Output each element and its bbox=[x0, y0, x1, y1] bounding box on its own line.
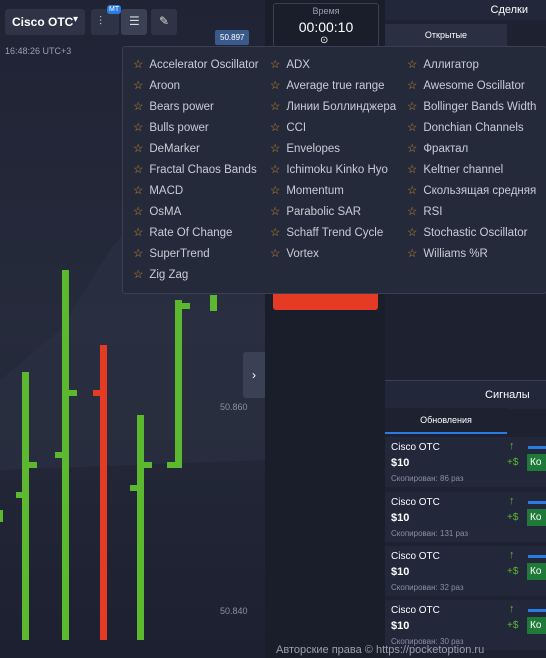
signal-asset: Cisco OTC bbox=[391, 551, 440, 562]
indicator-item[interactable]: Ichimoku Kinko Hyo bbox=[270, 160, 396, 181]
copy-btn[interactable]: Ко bbox=[527, 509, 546, 526]
indicator-item[interactable]: CCI bbox=[270, 118, 396, 139]
trades-header: Сделки bbox=[385, 0, 546, 20]
settings-btn[interactable]: ☰ bbox=[121, 9, 147, 35]
indicator-menu: Accelerator OscillatorAroonBears powerBu… bbox=[122, 46, 546, 294]
indicator-item[interactable]: SuperTrend bbox=[133, 244, 259, 265]
arrow-up: ↑ bbox=[509, 603, 515, 615]
indicator-item[interactable]: Bollinger Bands Width bbox=[407, 97, 536, 118]
signal-amount: $10 bbox=[391, 566, 410, 578]
signal-card: Cisco OTC $10 Скопирован: 30 раз ↑ +$ Ко bbox=[385, 600, 546, 650]
trades-title: Сделки bbox=[490, 4, 529, 16]
signal-card: Cisco OTC $10 Скопирован: 131 раз ↑ +$ Ко bbox=[385, 492, 546, 542]
indicator-item[interactable]: Accelerator Oscillator bbox=[133, 55, 258, 76]
clock-icon: ⊙ bbox=[320, 35, 329, 46]
indicator-item[interactable]: MACD bbox=[133, 181, 259, 202]
signals-header: Сигналы bbox=[385, 380, 546, 409]
indicator-column: Accelerator OscillatorAroonBears powerBu… bbox=[133, 55, 259, 286]
copy-btn[interactable]: Ко bbox=[527, 454, 546, 471]
server-time: 16:48:26 UTC+3 bbox=[5, 46, 72, 56]
signal-card: Cisco OTC $10 Скопирован: 32 раз ↑ +$ Ко bbox=[385, 546, 546, 596]
indicator-column: ADXAverage true rangeЛинии БоллинджераCC… bbox=[270, 55, 396, 265]
indicator-item[interactable]: Vortex bbox=[270, 244, 396, 265]
current-price: 50.897 bbox=[215, 30, 250, 45]
indicator-item[interactable]: Awesome Oscillator bbox=[407, 76, 536, 97]
indicator-btn[interactable]: ⫶ MT bbox=[91, 5, 122, 35]
indicator-column: АллигаторAwesome OscillatorBollinger Ban… bbox=[407, 55, 536, 265]
indicator-item[interactable]: Donchian Channels bbox=[407, 118, 536, 139]
trades-tab[interactable]: Открытые bbox=[385, 24, 507, 46]
timer-value: 00:00:10 bbox=[298, 19, 354, 35]
indicator-item[interactable]: ADX bbox=[270, 55, 396, 76]
indicator-item[interactable]: Rate Of Change bbox=[133, 223, 259, 244]
sell-btn[interactable] bbox=[273, 290, 378, 310]
indicator-item[interactable]: Bears power bbox=[133, 97, 259, 118]
indicator-item[interactable]: Zig Zag bbox=[133, 265, 259, 286]
expand-btn[interactable]: › bbox=[243, 352, 265, 398]
asset-name: Cisco OTC bbox=[12, 15, 74, 29]
progress bbox=[528, 446, 546, 449]
price-label: 50.840 bbox=[220, 606, 248, 616]
indicator-item[interactable]: Schaff Trend Cycle bbox=[270, 223, 396, 244]
copy-btn[interactable]: Ко bbox=[527, 617, 546, 634]
signal-card: Cisco OTC $10 Скопирован: 86 раз ↑ +$ Ко bbox=[385, 437, 546, 487]
indicator-item[interactable]: RSI bbox=[407, 202, 536, 223]
indicator-item[interactable]: Keltner channel bbox=[407, 160, 536, 181]
indicator-item[interactable]: Фрактал bbox=[407, 139, 536, 160]
signal-copied: Скопирован: 86 раз bbox=[391, 474, 464, 483]
timer-label: Время bbox=[312, 6, 340, 16]
signal-amount: $10 bbox=[391, 512, 410, 524]
signal-profit: +$ bbox=[507, 457, 519, 468]
indicator-item[interactable]: Fractal Chaos Bands bbox=[133, 160, 259, 181]
indicator-item[interactable]: Envelopes bbox=[270, 139, 396, 160]
signal-copied: Скопирован: 32 раз bbox=[391, 583, 464, 592]
signal-copied: Скопирован: 30 раз bbox=[391, 637, 464, 646]
arrow-up: ↑ bbox=[509, 440, 515, 452]
indicator-item[interactable]: Momentum bbox=[270, 181, 396, 202]
indicator-item[interactable]: Williams %R bbox=[407, 244, 536, 265]
indicator-item[interactable]: Bulls power bbox=[133, 118, 259, 139]
indicator-item[interactable]: Aroon bbox=[133, 76, 259, 97]
indicator-item[interactable]: Аллигатор bbox=[407, 55, 536, 76]
signal-asset: Cisco OTC bbox=[391, 497, 440, 508]
signal-amount: $10 bbox=[391, 620, 410, 632]
asset-select[interactable]: Cisco OTC ▾ bbox=[5, 9, 85, 35]
signal-profit: +$ bbox=[507, 512, 519, 523]
progress bbox=[528, 501, 546, 504]
signal-profit: +$ bbox=[507, 566, 519, 577]
draw-btn[interactable]: ✎ bbox=[151, 9, 177, 35]
signal-amount: $10 bbox=[391, 457, 410, 469]
signal-profit: +$ bbox=[507, 620, 519, 631]
progress bbox=[528, 555, 546, 558]
signal-asset: Cisco OTC bbox=[391, 605, 440, 616]
progress bbox=[528, 609, 546, 612]
indicator-item[interactable]: DeMarker bbox=[133, 139, 259, 160]
copy-btn[interactable]: Ко bbox=[527, 563, 546, 580]
arrow-up: ↑ bbox=[509, 495, 515, 507]
price-label: 50.860 bbox=[220, 402, 248, 412]
badge: MT bbox=[107, 5, 122, 14]
indicator-item[interactable]: Average true range bbox=[270, 76, 396, 97]
signal-asset: Cisco OTC bbox=[391, 442, 440, 453]
indicator-item[interactable]: Скользящая средняя bbox=[407, 181, 536, 202]
indicator-item[interactable]: Линии Боллинджера bbox=[270, 97, 396, 118]
indicator-item[interactable]: Stochastic Oscillator bbox=[407, 223, 536, 244]
indicator-item[interactable]: Parabolic SAR bbox=[270, 202, 396, 223]
indicator-item[interactable]: OsMA bbox=[133, 202, 259, 223]
signals-title: Сигналы bbox=[485, 389, 530, 401]
arrow-up: ↑ bbox=[509, 549, 515, 561]
signals-tab[interactable]: Обновления bbox=[385, 408, 507, 434]
signal-copied: Скопирован: 131 раз bbox=[391, 529, 469, 538]
copyright: Авторские права © https://pocketoption.r… bbox=[276, 644, 485, 656]
